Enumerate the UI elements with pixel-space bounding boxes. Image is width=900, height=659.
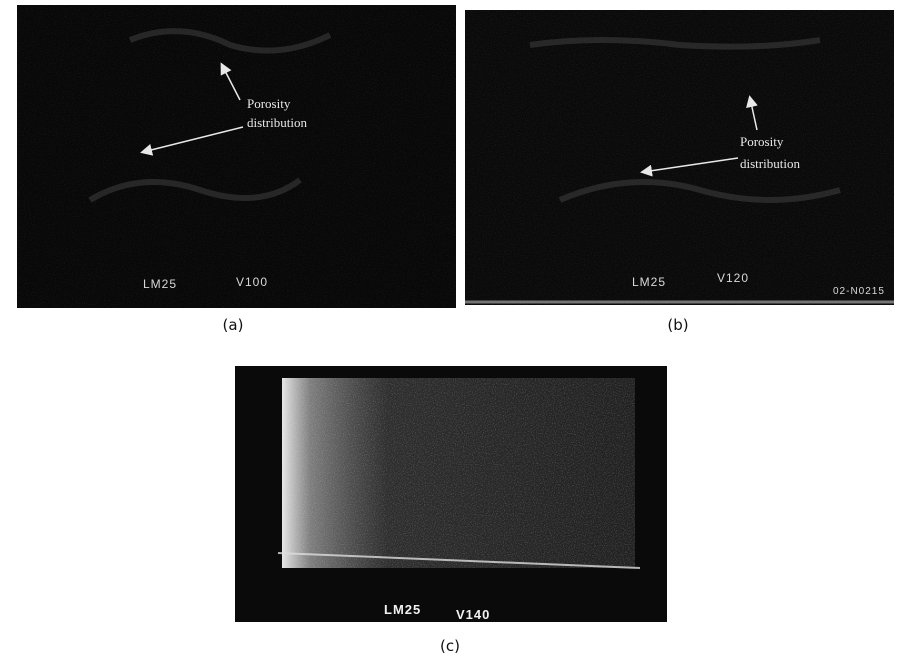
figure: Porosity distribution LM25 V100 (a) Poro… (0, 0, 900, 659)
annotation: Porosity (740, 134, 784, 149)
panel-b: Porosity distribution LM25 V120 02-N0215 (465, 10, 894, 305)
image-label: LM25 (632, 275, 666, 289)
image-noise (465, 10, 894, 305)
annotation: distribution (247, 115, 307, 130)
caption: (c) (440, 637, 460, 655)
porosity-speckle (282, 378, 635, 568)
annotation: distribution (740, 156, 800, 171)
image-label: LM25 (143, 277, 177, 291)
panel-a: Porosity distribution LM25 V100 (17, 5, 456, 308)
caption: (a) (223, 316, 244, 334)
image-label: LM25 (384, 602, 421, 617)
caption: (b) (667, 316, 688, 334)
image-noise (17, 5, 456, 308)
panel-c: LM25 V140 (235, 366, 667, 622)
annotation: Porosity (247, 96, 291, 111)
page: {"panels": [ {"caption": "(a)", "annotat… (0, 0, 900, 659)
image-label: V120 (717, 271, 749, 285)
image-label: V140 (456, 607, 490, 622)
image-label: 02-N0215 (833, 286, 885, 297)
image-label: V100 (236, 275, 268, 289)
